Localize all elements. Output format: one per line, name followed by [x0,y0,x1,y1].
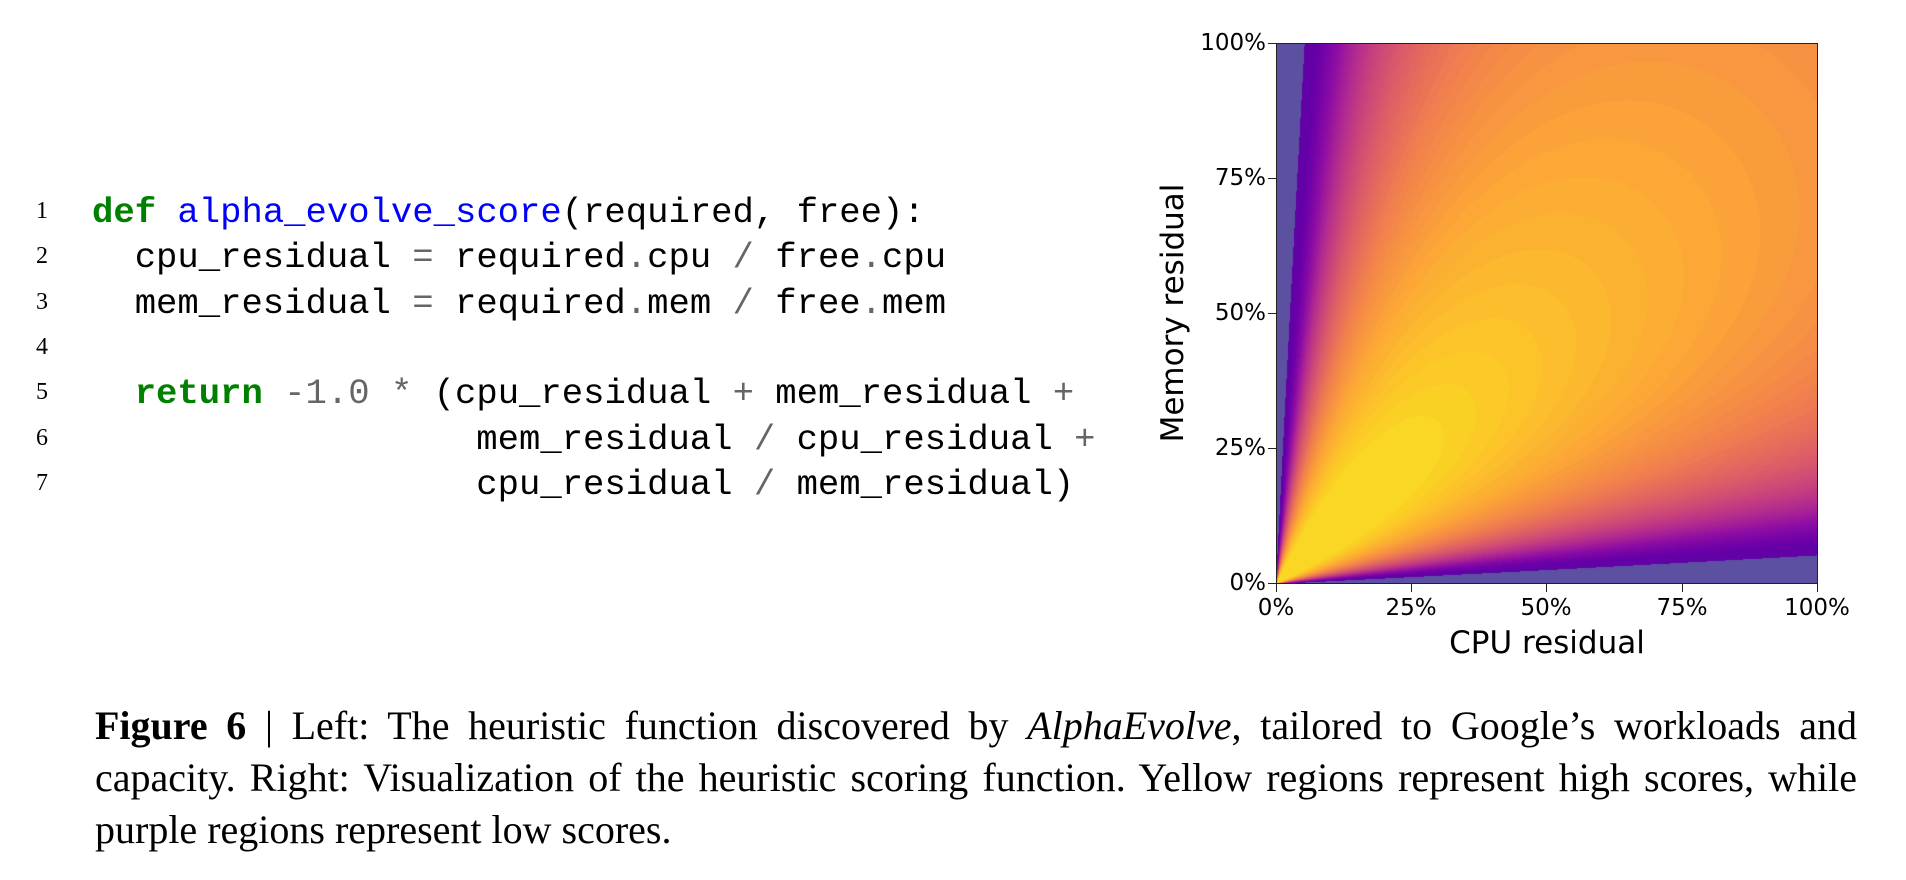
x-tick-label: 75% [1656,595,1708,621]
code-token: required [433,282,626,324]
code-token: / [732,282,754,324]
code-token: cpu [647,237,733,279]
line-number: 6 [36,424,48,451]
line-number: 5 [36,379,48,406]
code-text: return -1.0 * (cpu_residual + mem_residu… [92,373,1074,414]
y-tick [1268,448,1276,449]
y-tick [1268,583,1276,584]
x-tick [1817,584,1818,592]
code-token [263,373,284,414]
code-token: / [732,237,754,279]
code-token: mem [647,282,733,324]
code-token: alpha_evolve_score [177,192,562,233]
caption-text: Left: The heuristic function discovered … [291,703,1028,748]
code-token [156,192,177,233]
code-token: required [433,237,626,279]
code-token: + [1074,418,1096,460]
y-tick [1268,43,1276,44]
score-contour-chart: 0% 25% 50% 75% 100% 0% 25% 50% 75% 100% … [1155,30,1850,661]
caption-italic-name: AlphaEvolve [1027,703,1232,748]
code-token: + [732,373,754,415]
plot-frame [1276,43,1818,584]
line-number: 4 [36,333,48,360]
caption-separator: | [246,703,292,748]
code-text: cpu_residual / mem_residual) [92,464,1074,505]
y-axis-label: Memory residual [1155,183,1191,443]
code-token: = [412,237,434,279]
figure-caption: Figure 6 | Left: The heuristic function … [95,700,1857,856]
y-tick-label: 25% [1214,435,1266,461]
code-token: mem_residual) [775,463,1075,505]
y-tick-label: 0% [1229,570,1267,596]
code-token: free [753,282,861,324]
code-token: (cpu_residual [412,373,733,415]
code-token [370,373,391,414]
code-token: (required, free): [561,192,925,233]
code-token: cpu_residual [92,463,754,505]
code-token: * [390,373,413,415]
code-token: . [625,282,648,324]
code-token: cpu_residual [775,418,1075,460]
code-token: cpu_residual [92,237,413,279]
figure-label: Figure 6 [95,703,247,748]
x-tick-label: 50% [1520,595,1572,621]
y-tick-label: 50% [1214,300,1266,326]
line-number: 7 [36,469,48,496]
code-token: = [412,282,434,324]
code-token: . [860,282,883,324]
code-text: cpu_residual = required.cpu / free.cpu [92,237,946,278]
line-number: 1 [36,198,48,224]
y-tick [1268,178,1276,179]
code-text: def alpha_evolve_score(required, free): [92,192,925,233]
code-token: / [753,463,776,505]
code-token: mem_residual [753,373,1053,415]
code-token: cpu [882,237,947,279]
code-token: . [860,237,883,279]
code-text: mem_residual = required.mem / free.mem [92,283,946,324]
code-token: free [753,237,861,279]
code-token: mem [882,282,947,324]
x-tick [1411,584,1412,592]
y-tick [1268,313,1276,314]
x-tick [1276,584,1277,592]
line-number: 2 [36,243,48,270]
contour-plot-area [1276,43,1818,584]
code-token: mem_residual [92,282,413,324]
code-token: -1.0 [284,373,370,415]
code-token: + [1052,373,1075,415]
code-text: mem_residual / cpu_residual + [92,418,1096,460]
x-axis-label: CPU residual [1449,625,1645,661]
x-tick-label: 100% [1784,595,1850,621]
x-tick [1546,584,1547,592]
x-tick-label: 25% [1385,595,1437,621]
x-tick-label: 0% [1257,595,1295,621]
code-token: mem_residual [92,418,754,460]
line-number: 3 [36,288,48,315]
y-tick-label: 100% [1200,30,1266,56]
x-tick [1682,584,1683,592]
caption-text-rest: , tailored to Google’s workloads and cap… [95,703,1858,852]
code-token: return [134,373,263,415]
code-token [92,373,135,414]
y-tick-label: 75% [1214,165,1266,191]
code-token: . [625,237,648,279]
code-token: / [753,418,776,460]
code-token: def [92,192,157,233]
